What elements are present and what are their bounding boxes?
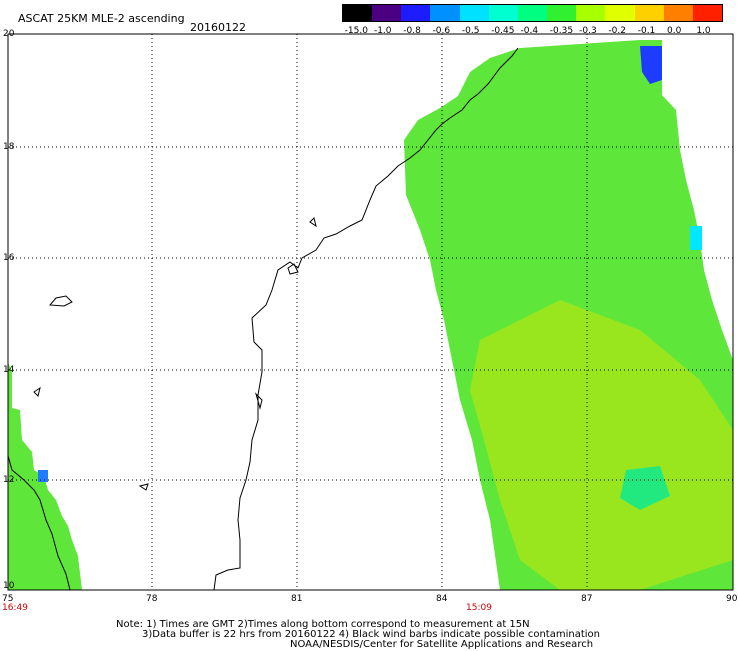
colorbar-tick-label: -0.8 (403, 26, 421, 36)
colorbar-labels: -15.0 -1.0 -0.8 -0.6 -0.5 -0.45 -0.4 -0.35 -0.3 -… (342, 26, 723, 38)
lat-label-16: 16 (3, 253, 15, 263)
swath-east-core (470, 300, 733, 590)
island-5 (254, 392, 263, 410)
colorbar-swatch (547, 5, 577, 21)
swath-cyan-spot-2 (620, 466, 670, 510)
coastline-sri-lanka-side (7, 455, 71, 591)
swath-blue-patch (640, 46, 662, 84)
colorbar-swatch (576, 5, 606, 21)
colorbar-swatch (343, 5, 373, 21)
colorbar-swatch (634, 5, 664, 21)
island-2 (33, 386, 41, 397)
scatterometer-swath-layer (8, 40, 733, 590)
lat-label-20: 20 (3, 29, 15, 39)
swath-blue-patch-west (38, 470, 48, 482)
time-label-east: 15:09 (466, 603, 492, 613)
lon-label-84: 84 (436, 594, 448, 604)
coastline-layer (7, 47, 519, 591)
colorbar-tick-label: -0.2 (608, 26, 626, 36)
colorbar-tick-label: -15.0 (344, 26, 368, 36)
colorbar-swatch (605, 5, 635, 21)
colorbar-tick-label: -0.3 (579, 26, 597, 36)
colorbar-tick-label: 0.0 (667, 26, 682, 36)
footer-credit: NOAA/NESDIS/Center for Satellite Applica… (290, 639, 594, 650)
colorbar-swatches (342, 4, 723, 22)
island-3 (138, 483, 149, 491)
swath-west (8, 362, 82, 590)
colorbar-tick-label: -0.35 (549, 26, 574, 36)
colorbar-swatch (459, 5, 489, 21)
product-date: 20160122 (190, 21, 246, 34)
colorbar-swatch (488, 5, 518, 21)
colorbar-tick-label: -0.45 (491, 26, 515, 36)
colorbar-swatch (517, 5, 548, 21)
lat-label-10: 10 (3, 581, 15, 591)
colorbar-swatch (401, 5, 431, 21)
island-6 (309, 217, 317, 228)
map-frame (7, 33, 734, 591)
swath-cyan-spot (690, 226, 702, 250)
colorbar: -15.0 -1.0 -0.8 -0.6 -0.5 -0.45 -0.4 -0.35 -0.3 -… (342, 4, 723, 36)
lat-label-18: 18 (3, 142, 15, 152)
island-4 (287, 263, 299, 275)
lon-label-87: 87 (581, 594, 593, 604)
colorbar-tick-label: -0.4 (520, 26, 539, 36)
time-label-west: 16:49 (2, 603, 28, 613)
colorbar-swatch (663, 5, 693, 21)
product-title: ASCAT 25KM MLE-2 ascending (18, 12, 185, 25)
lat-label-12: 12 (3, 475, 15, 485)
colorbar-swatch (692, 5, 723, 21)
footer-note-line1: Note: 1) Times are GMT 2)Times along bot… (116, 619, 530, 630)
colorbar-tick-label: -0.1 (637, 26, 656, 36)
lat-lon-grid (8, 34, 733, 590)
lon-label-78: 78 (146, 594, 158, 604)
colorbar-tick-label: -1.0 (373, 26, 392, 36)
colorbar-tick-label: 1.0 (696, 26, 711, 36)
lon-label-90: 90 (726, 594, 738, 604)
footer-note-line2: 3)Data buffer is 22 hrs from 20160122 4)… (142, 629, 600, 640)
coastline-india-east (213, 47, 519, 591)
lon-label-81: 81 (291, 594, 303, 604)
colorbar-tick-label: -0.5 (461, 26, 480, 36)
island-1 (48, 295, 73, 307)
colorbar-swatch (430, 5, 460, 21)
lon-label-75: 75 (2, 594, 14, 604)
lat-label-14: 14 (3, 365, 15, 375)
colorbar-tick-label: -0.6 (432, 26, 451, 36)
colorbar-swatch (372, 5, 402, 21)
